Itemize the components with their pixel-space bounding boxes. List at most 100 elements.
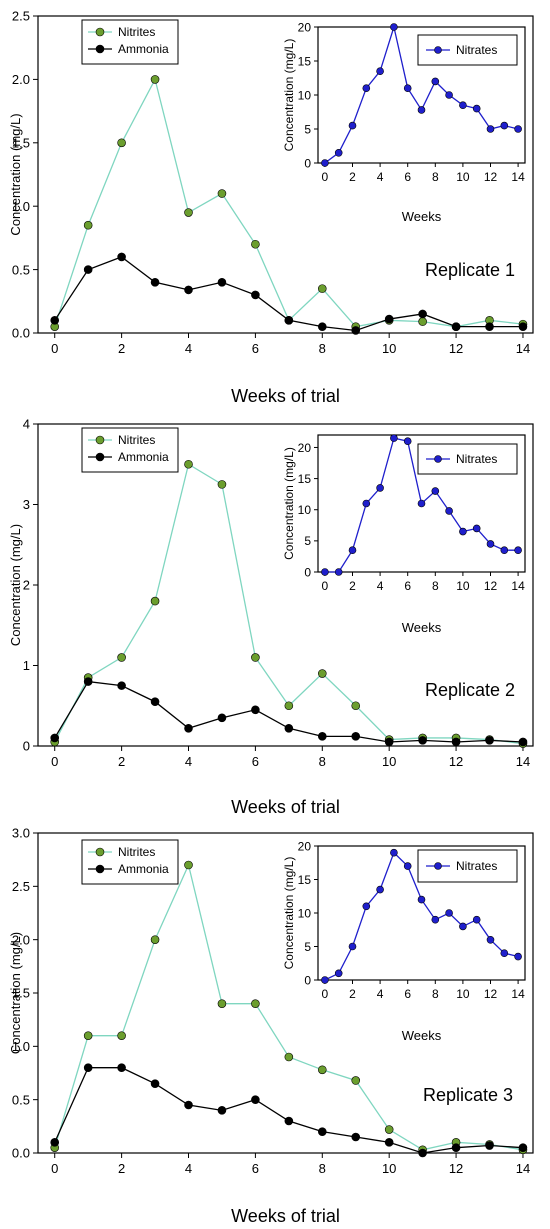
- inset-x-tick-label: 8: [432, 987, 439, 1001]
- inset-y-tick-label: 20: [298, 441, 312, 455]
- data-point-ammonia: [83, 1063, 93, 1072]
- x-tick-label: 6: [252, 1161, 259, 1176]
- replicate-annotation: Replicate 2: [425, 680, 515, 700]
- legend-label-ammonia: Ammonia: [118, 450, 169, 464]
- y-tick-label: 2: [23, 578, 30, 593]
- inset-data-point-nitrates: [445, 91, 453, 99]
- x-tick-label: 10: [382, 754, 396, 769]
- x-tick-label: 0: [51, 754, 58, 769]
- inset-data-point-nitrates: [417, 499, 426, 508]
- inset-y-tick-label: 0: [304, 973, 311, 987]
- legend-swatch-marker: [95, 864, 105, 874]
- chart-panel-1: 0 2 4 6 8 10 12 14 0.0 0.5 1.0 1.5 2.0 2.5 Concentrati…: [8, 9, 534, 406]
- inset-x-tick-label: 10: [456, 987, 470, 1001]
- data-point-nitrites: [317, 669, 327, 678]
- inset-x-tick-label: 10: [456, 579, 470, 593]
- inset-data-point-nitrates: [514, 952, 522, 961]
- data-point-ammonia: [150, 1079, 160, 1088]
- inset-data-point-nitrates: [445, 909, 453, 917]
- x-tick-label: 8: [319, 1161, 326, 1176]
- data-point-ammonia: [217, 277, 227, 287]
- x-tick-label: 8: [319, 341, 326, 356]
- plot-frame: [37, 15, 534, 334]
- inset-data-point-nitrates: [417, 106, 426, 114]
- inset-y-tick-label: 10: [298, 906, 312, 920]
- data-point-ammonia: [351, 732, 361, 741]
- inset-x-tick-label: 4: [377, 170, 384, 184]
- x-tick-label: 14: [516, 341, 530, 356]
- x-axis-title: Weeks of trial: [231, 386, 340, 406]
- inset-x-tick-label: 14: [511, 987, 525, 1001]
- inset-y-tick-label: 15: [298, 472, 312, 486]
- inset-x-tick-label: 14: [511, 170, 525, 184]
- data-point-ammonia: [251, 1095, 260, 1104]
- inset-x-axis-title: Weeks: [402, 209, 442, 224]
- inset-data-point-nitrates: [348, 121, 357, 130]
- data-point-ammonia: [284, 723, 294, 733]
- data-point-ammonia: [317, 1127, 327, 1136]
- legend-swatch-marker: [95, 435, 105, 445]
- x-tick-label: 14: [516, 754, 530, 769]
- inset-data-point-nitrates: [431, 915, 440, 924]
- y-tick-label: 0.0: [12, 1146, 30, 1161]
- inset-x-tick-label: 12: [484, 987, 498, 1001]
- data-point-ammonia: [83, 677, 93, 686]
- y-tick-label: 1.0: [12, 199, 30, 214]
- data-point-ammonia: [317, 322, 327, 331]
- x-tick-label: 2: [118, 754, 125, 769]
- inset-data-point-nitrates: [348, 942, 357, 951]
- inset-data-point-nitrates: [514, 546, 522, 555]
- inset-x-tick-label: 0: [322, 170, 329, 184]
- inset-data-point-nitrates: [486, 935, 495, 944]
- legend-label-nitrites: Nitrites: [118, 433, 155, 447]
- inset-data-point-nitrates: [500, 121, 509, 130]
- y-tick-label: 0.0: [12, 326, 30, 341]
- data-point-ammonia: [518, 322, 528, 331]
- data-point-ammonia: [50, 316, 60, 325]
- inset-y-tick-label: 5: [304, 122, 311, 136]
- data-point-ammonia: [150, 277, 160, 287]
- inset-data-point-nitrates: [431, 77, 440, 86]
- inset-y-tick-label: 0: [304, 565, 311, 579]
- inset-data-point-nitrates: [472, 524, 481, 533]
- legend: Nitrites Ammonia: [81, 19, 179, 65]
- y-axis-title: Concentration (mg/L): [8, 524, 23, 646]
- data-point-ammonia: [117, 1063, 126, 1072]
- inset-x-tick-label: 12: [484, 579, 498, 593]
- data-point-nitrites: [284, 701, 294, 711]
- inset-y-tick-label: 0: [304, 156, 311, 170]
- x-tick-label: 8: [319, 754, 326, 769]
- x-tick-label: 10: [382, 1161, 396, 1176]
- data-point-nitrites: [150, 935, 160, 944]
- legend-label-ammonia: Ammonia: [118, 862, 169, 876]
- x-tick-label: 12: [449, 754, 463, 769]
- data-point-ammonia: [217, 713, 227, 723]
- inset-y-tick-label: 15: [298, 873, 312, 887]
- x-tick-label: 10: [382, 341, 396, 356]
- data-point-nitrites: [117, 653, 126, 662]
- inset-data-point-nitrates: [500, 546, 509, 555]
- inset-y-axis-title: Concentration (mg/L): [282, 857, 296, 970]
- data-point-ammonia: [485, 322, 494, 331]
- inset-data-point-nitrates: [403, 437, 412, 446]
- inset-x-tick-label: 0: [322, 579, 329, 593]
- inset-data-point-nitrates: [362, 84, 371, 92]
- x-tick-label: 2: [118, 341, 125, 356]
- x-tick-label: 4: [185, 341, 192, 356]
- data-point-ammonia: [117, 252, 126, 262]
- inset-y-tick-label: 20: [298, 839, 312, 853]
- inset-data-point-nitrates: [445, 507, 453, 515]
- data-point-ammonia: [284, 316, 294, 325]
- inset-chart: 0 2 4 6 8 10 12 14 0 5 10 15 20 Nitrates Concentration…: [282, 20, 526, 224]
- inset-x-tick-label: 2: [349, 170, 356, 184]
- inset-data-point-nitrates: [390, 434, 398, 442]
- inset-data-point-nitrates: [403, 862, 412, 870]
- data-point-nitrites: [251, 999, 260, 1008]
- inset-data-point-nitrates: [472, 915, 481, 924]
- inset-data-point-nitrates: [459, 922, 467, 931]
- inset-data-point-nitrates: [486, 125, 495, 133]
- data-point-nitrites: [83, 220, 93, 230]
- inset-data-point-nitrates: [376, 885, 384, 894]
